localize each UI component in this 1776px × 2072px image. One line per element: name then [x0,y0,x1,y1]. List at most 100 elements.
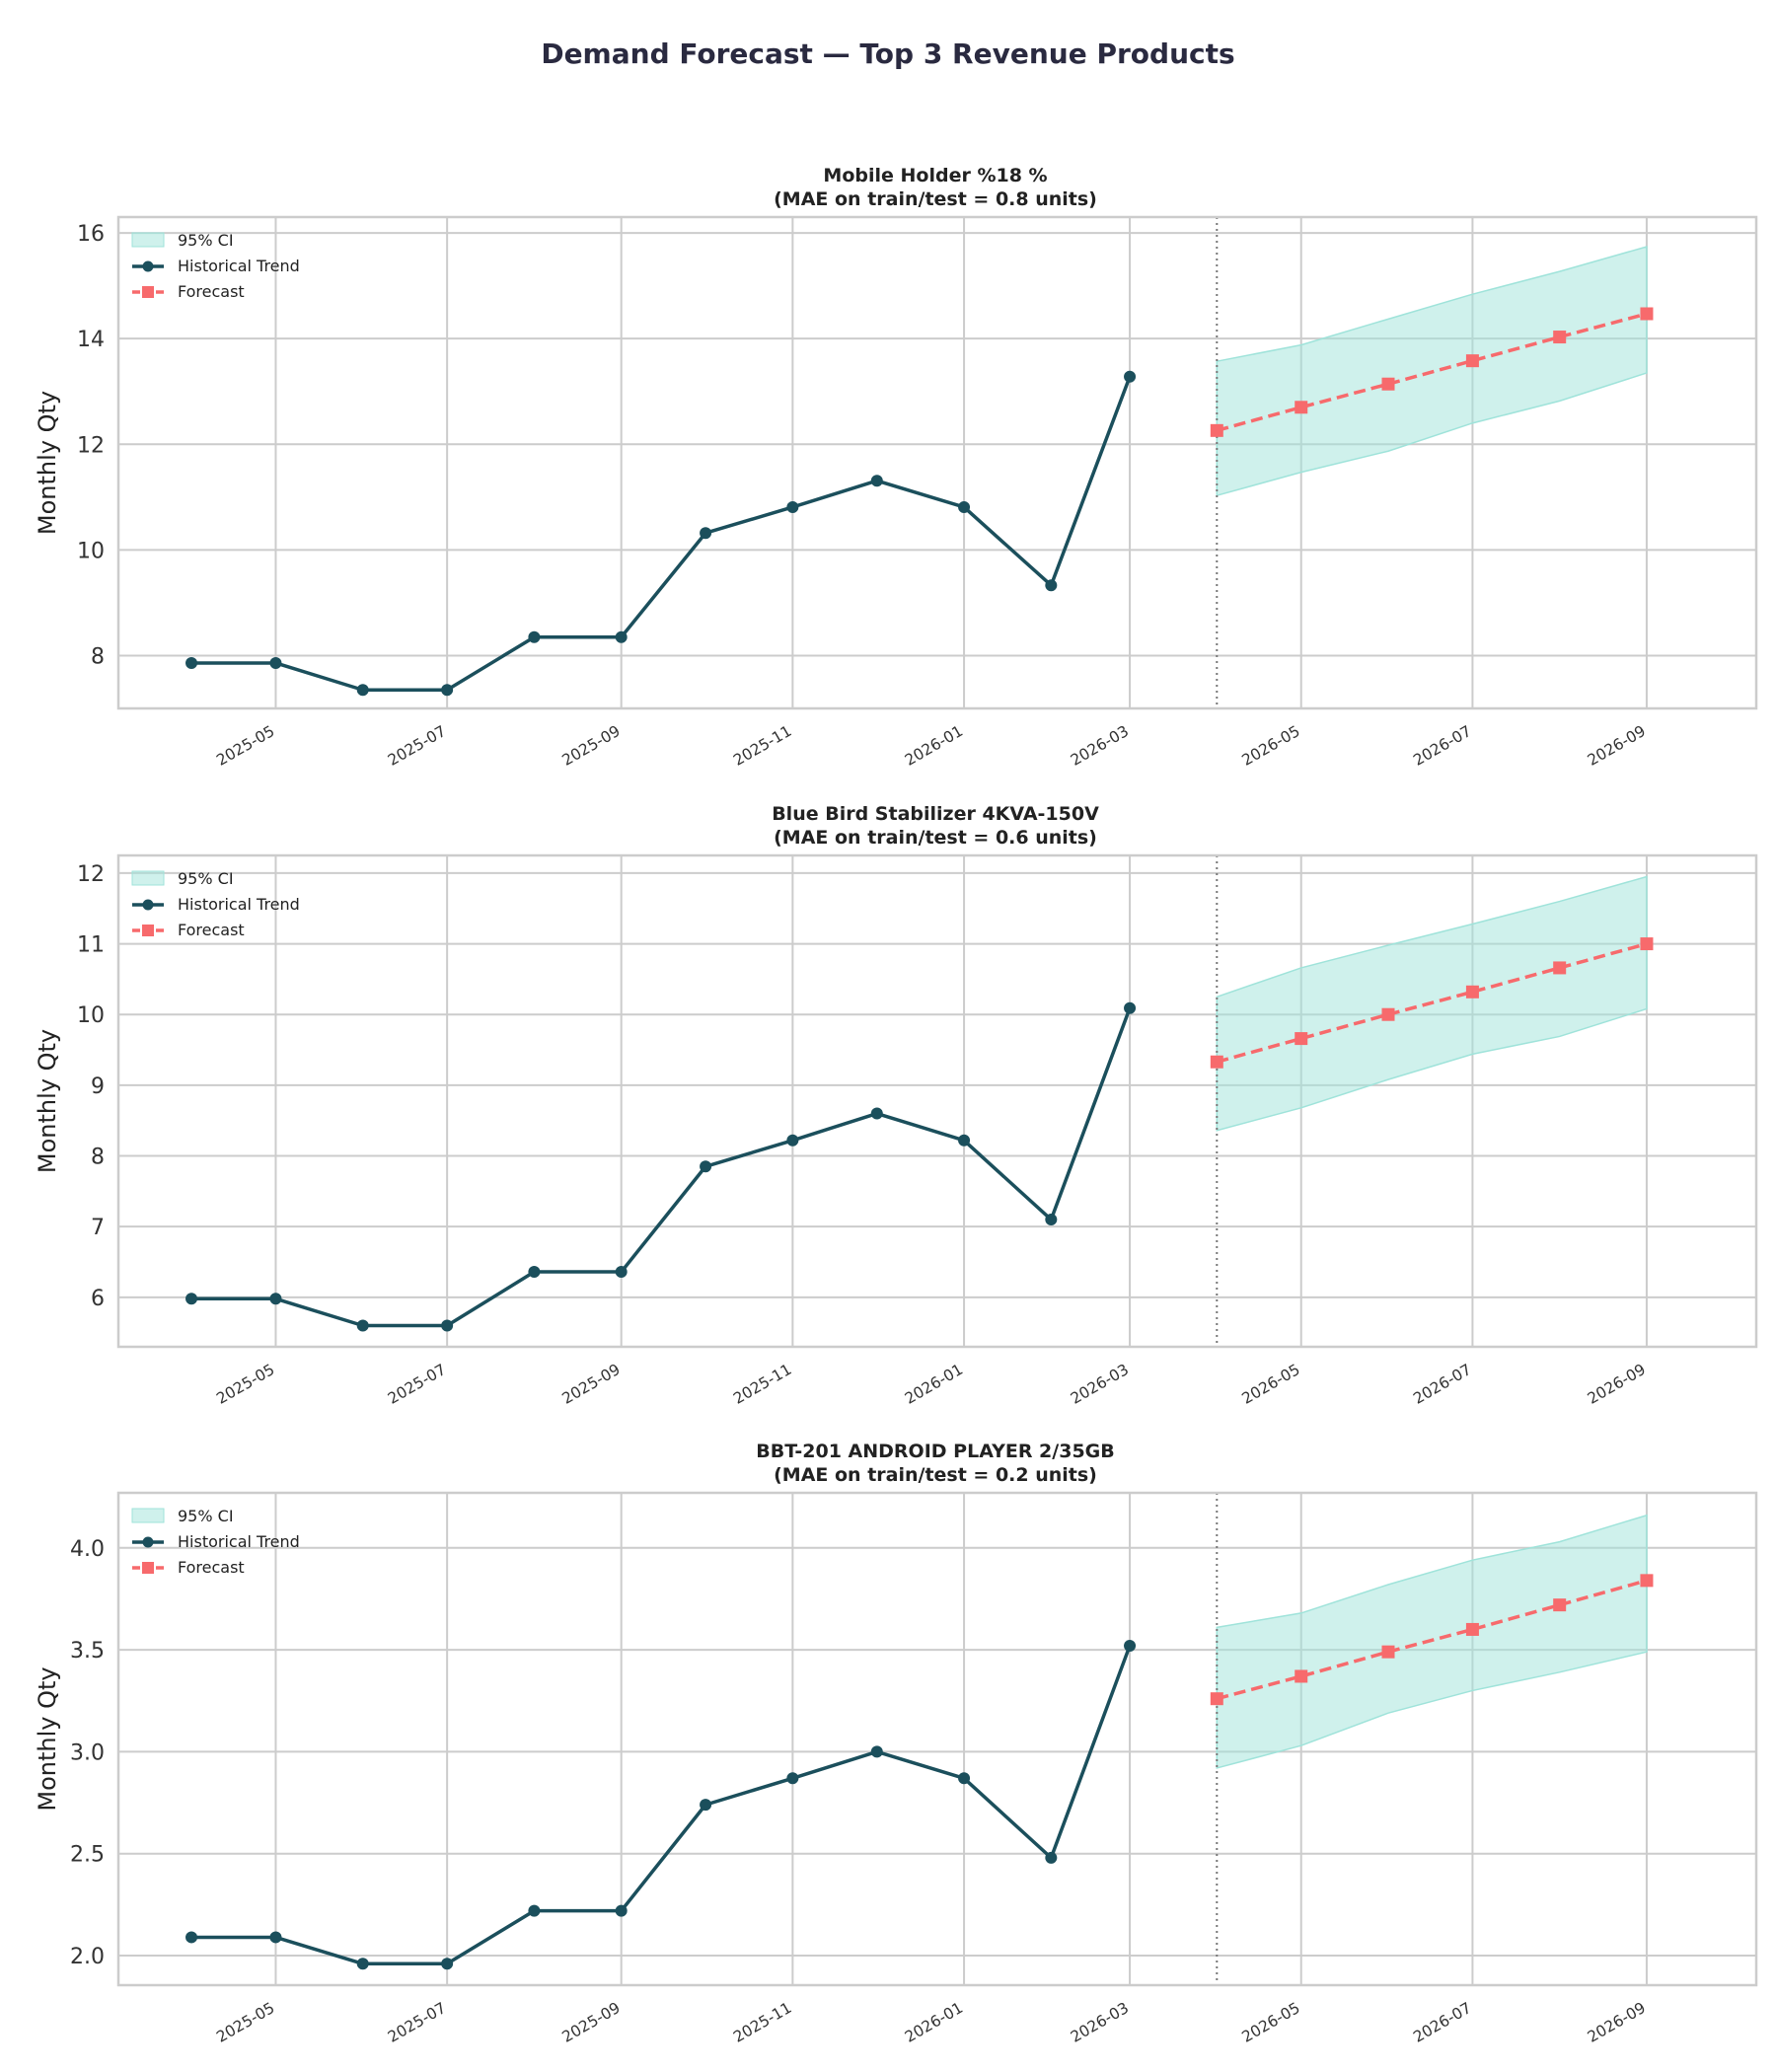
legend-historical-marker [142,1536,154,1548]
y-axis-label: Monthly Qty [34,1666,61,1811]
historical-point [185,656,198,669]
subplot-subtitle: (MAE on train/test = 0.8 units) [774,188,1097,210]
y-tick-label: 3.5 [70,1639,105,1664]
figure-title: Demand Forecast — Top 3 Revenue Products [541,37,1234,70]
historical-point [1124,1001,1137,1014]
historical-point [185,1931,198,1944]
y-tick-label: 4.0 [70,1537,105,1562]
subplot-subtitle: (MAE on train/test = 0.2 units) [774,1464,1097,1486]
legend-forecast-marker [142,1562,154,1574]
historical-point [1045,1851,1058,1864]
y-tick-label: 8 [91,644,105,669]
y-tick-label: 12 [77,433,105,458]
forecast-point [1640,1574,1654,1588]
legend-label: Forecast [178,1558,245,1577]
axes-frame [116,853,1758,1349]
legend: 95% CI Historical Trend Forecast [131,231,300,301]
legend-historical-marker [142,899,154,911]
y-axis-label: Monthly Qty [34,1029,61,1173]
y-tick-label: 3.0 [70,1740,105,1765]
historical-point [269,1931,282,1944]
forecast-point [1465,354,1479,368]
forecast-point [1640,307,1654,321]
historical-point [441,684,454,697]
subplot-title: Blue Bird Stabilizer 4KVA-150V [772,803,1099,825]
forecast-point [1381,377,1395,391]
historical-point [1045,1214,1058,1226]
y-tick-label: 11 [77,933,105,958]
historical-point [356,684,369,697]
historical-point [1124,1639,1137,1652]
historical-line [191,1645,1132,1966]
subplot-subtitle: (MAE on train/test = 0.6 units) [774,827,1097,849]
forecast-point [1381,1007,1395,1021]
subplot-title: BBT-201 ANDROID PLAYER 2/35GB [756,1441,1115,1462]
historical-point [356,1958,369,1970]
y-tick-label: 2.0 [70,1945,105,1969]
forecast-point [1210,423,1223,437]
legend-ci-swatch [131,1508,165,1523]
forecast-line [1216,941,1648,1064]
legend-forecast-marker [142,925,154,936]
historical-point [958,1134,971,1147]
historical-point [700,527,712,540]
historical-point [615,630,628,643]
historical-point [786,1134,799,1147]
legend-label: 95% CI [178,869,234,888]
historical-point [185,1293,198,1305]
historical-point [786,500,799,513]
forecast-point [1465,985,1479,999]
y-tick-label: 9 [91,1074,105,1099]
forecast-point [1295,401,1308,414]
legend-forecast-marker [142,286,154,298]
legend-label: Historical Trend [178,895,300,914]
y-tick-label: 7 [91,1216,105,1240]
historical-point [615,1904,628,1917]
forecast-point [1381,1645,1395,1659]
historical-point [870,1107,883,1120]
y-tick-label: 8 [91,1146,105,1170]
forecast-point [1553,331,1567,344]
historical-point [441,1319,454,1332]
legend-label: Forecast [178,921,245,939]
legend-ci-swatch [131,870,165,886]
axes-frame [116,1491,1758,1987]
historical-point [528,1266,541,1279]
y-tick-label: 2.5 [70,1843,105,1868]
y-tick-label: 14 [77,328,105,352]
forecast-point [1553,1598,1567,1612]
historical-point [269,656,282,669]
historical-point [786,1772,799,1785]
historical-point [528,630,541,643]
historical-point [269,1293,282,1305]
historical-point [870,1745,883,1758]
forecast-point [1210,1692,1223,1706]
historical-point [958,1772,971,1785]
historical-point [958,500,971,513]
forecast-point [1295,1669,1308,1683]
y-axis-label: Monthly Qty [34,391,61,535]
axes-frame [116,215,1758,710]
forecast-point [1553,961,1567,975]
y-tick-label: 6 [91,1287,105,1311]
historical-point [870,475,883,487]
forecast-point [1465,1622,1479,1636]
historical-point [700,1160,712,1173]
historical-point [441,1958,454,1970]
legend-label: 95% CI [178,1507,234,1525]
y-tick-label: 10 [77,539,105,563]
historical-point [528,1904,541,1917]
y-tick-label: 10 [77,1003,105,1028]
forecast-point [1210,1055,1223,1069]
forecast-line [1216,312,1648,433]
historical-line [191,1007,1132,1328]
legend-ci-swatch [131,232,165,248]
legend-label: Forecast [178,282,245,301]
forecast-line [1216,1579,1648,1701]
historical-point [1124,370,1137,383]
historical-point [356,1319,369,1332]
